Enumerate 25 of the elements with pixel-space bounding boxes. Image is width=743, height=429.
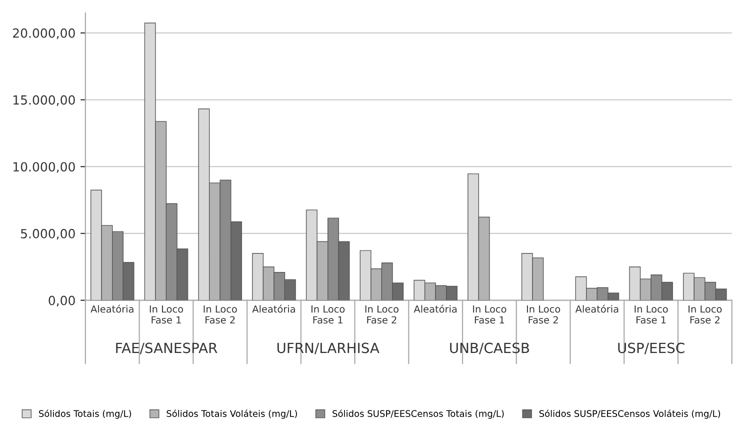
- legend-label: Sólidos SUSP/EESCensos Voláteis (mg/L): [539, 410, 720, 419]
- legend-label: Sólidos SUSP/EESCensos Totais (mg/L): [332, 410, 504, 419]
- x-tick-label: In Loco Fase 1: [473, 305, 506, 324]
- text: USP/EESC: [618, 342, 684, 354]
- y-tick-label: 15.000,00: [13, 95, 75, 106]
- x-tick-label: In Loco Fase 2: [365, 305, 398, 324]
- x-tick-label: In Loco Fase 2: [204, 305, 237, 324]
- x-tick-label: Aleatória: [414, 304, 457, 313]
- x-tick-label: In Loco Fase 2: [688, 305, 722, 324]
- x-tick-label: In Loco Fase 1: [634, 305, 668, 324]
- x-tick-label: In Loco Fase 1: [312, 305, 345, 324]
- y-tick-label: 5.000,00: [21, 228, 75, 240]
- x-tick-label: Aleatória: [252, 304, 295, 313]
- y-tick-label: 0,00: [48, 296, 75, 306]
- legend-label: Sólidos Totais Voláteis (mg/L): [166, 410, 297, 419]
- text: UFRN/LARHISA: [277, 342, 380, 354]
- y-tick-label: 10.000,00: [13, 162, 75, 173]
- text: FAE/SANESPAR: [116, 342, 218, 354]
- legend-label: Sólidos Totais (mg/L): [39, 410, 132, 419]
- x-tick-label: Aleatória: [575, 304, 618, 313]
- text: UNB/CAESB: [450, 342, 530, 354]
- x-tick-label: In Loco Fase 1: [150, 305, 184, 324]
- x-tick-label: In Loco Fase 2: [526, 305, 560, 324]
- x-tick-label: Aleatória: [90, 304, 134, 313]
- y-tick-label: 20.000,00: [13, 28, 75, 40]
